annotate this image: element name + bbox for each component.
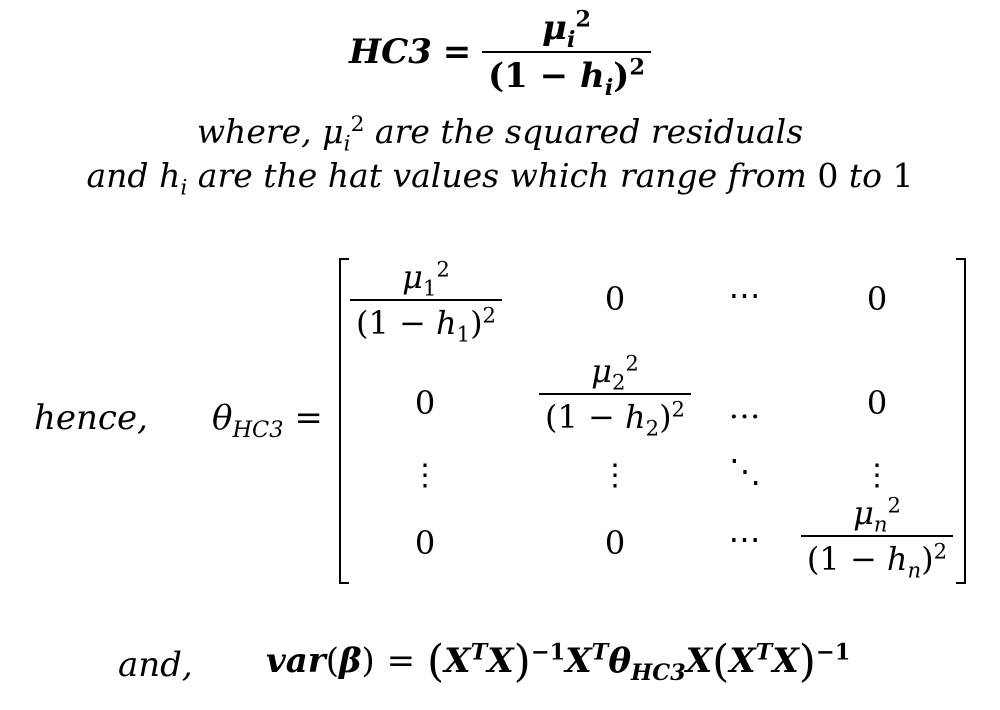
matrix-entry-n-n: μn2 (1 − hn)2 [798,494,956,580]
matrix-entry-1-2: 0 [604,280,626,318]
hc3-formula: HC3 = μi2 (1 − hi)2 [0,6,1000,99]
matrix-entry-1-n: 0 [866,280,888,318]
hc3-numerator: μi2 [541,6,591,53]
matrix-entry-n-2: 0 [604,524,626,562]
matrix-hdots-2: … [728,388,762,426]
hc3-fraction: μi2 (1 − hi)2 [482,6,651,99]
matrix-entry-2-1: 0 [414,384,436,422]
matrix-hdots-1: ⋯ [728,276,762,314]
and-label: and, [118,645,193,685]
matrix-entry-2-2: μ22 (1 − h2)2 [536,352,694,438]
hc3-denominator: (1 − hi)2 [482,51,651,99]
variance-formula: var(β) = (XTX)−1XTθHC3X(XTX)−1 [266,636,851,687]
hc3-lhs: HC3 [349,32,432,72]
hence-label: hence, [34,398,148,438]
matrix-entry-n-1: 0 [414,524,436,562]
matrix-vdots-2: ⋮ [600,458,630,493]
matrix-entry-1-1: μ12 (1 − h1)2 [348,258,504,344]
matrix-right-bracket [956,258,966,584]
and-line: and hi are the hat values which range fr… [86,156,914,201]
matrix-vdots-1: ⋮ [410,458,440,493]
matrix-entry-2-n: 0 [866,384,888,422]
where-line: where, μi2 are the squared residuals [196,112,804,157]
matrix-left-bracket [339,258,349,584]
theta-lhs: θHC3 = [212,398,323,443]
matrix-vdots-3: ⋮ [862,458,892,493]
matrix-ddots: ⋱ [729,452,761,490]
hc3-equals: = [442,32,472,72]
matrix-hdots-n: ⋯ [728,520,762,558]
